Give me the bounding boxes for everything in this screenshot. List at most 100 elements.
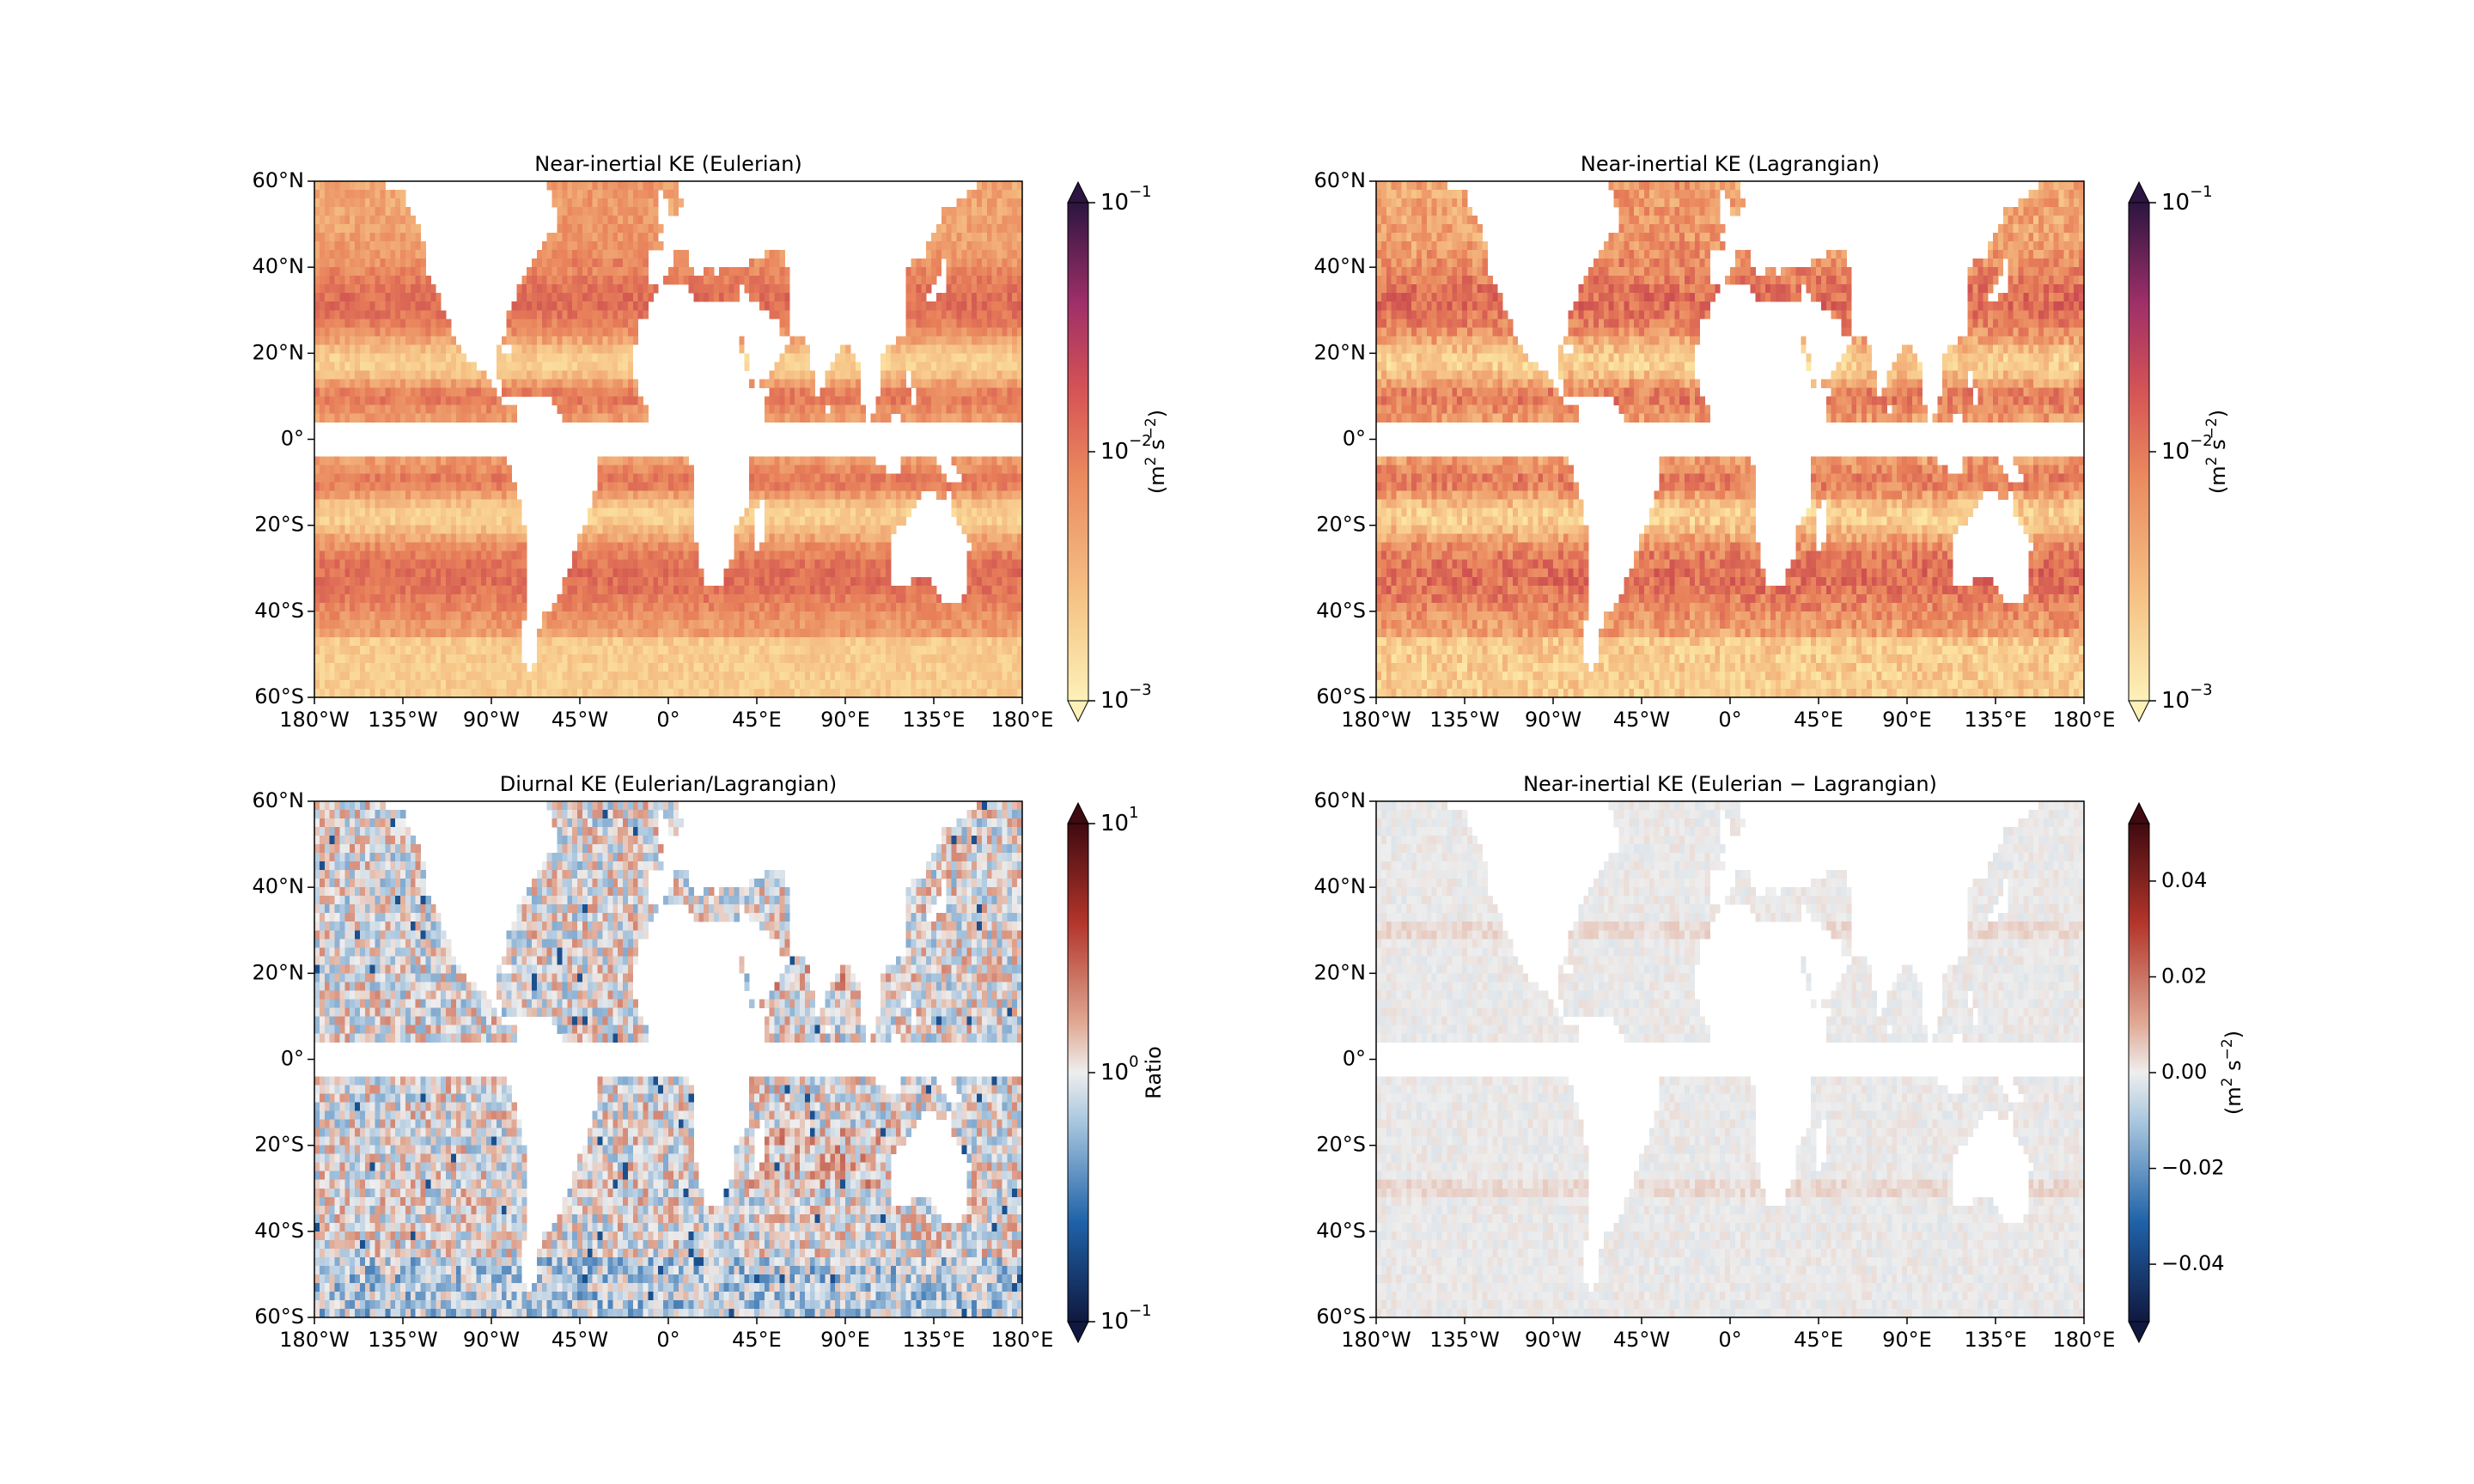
- colorbar-extend-min: [2128, 1321, 2150, 1344]
- x-tick-label: 180°W: [1341, 1328, 1411, 1352]
- x-tick-label: 135°E: [1965, 708, 2027, 732]
- y-tick-label: 20°N: [253, 340, 305, 364]
- y-tick-label: 40°N: [253, 254, 305, 278]
- colorbar-label: (m2 s−2): [1143, 410, 1169, 494]
- x-tick-label: 180°W: [279, 1328, 350, 1352]
- y-tick-label: 40°S: [254, 599, 304, 623]
- y-tick-label: 40°S: [254, 1219, 304, 1243]
- colorbar-gradient: [1068, 203, 1088, 701]
- y-tick-label: 60°N: [253, 168, 305, 192]
- x-tick-label: 180°E: [991, 1328, 1054, 1352]
- x-tick-label: 0°: [656, 708, 679, 732]
- colorbar-extend-max: [2128, 180, 2150, 204]
- colorbar-extend-min: [1067, 1321, 1089, 1344]
- colorbar: 10−1 10−2 10−3 (m2 s−2): [1067, 180, 1169, 723]
- y-tick-label: 60°N: [253, 788, 305, 812]
- x-tick-label: 0°: [1718, 1328, 1741, 1352]
- colorbar-tick-label: 10−1: [1100, 183, 1152, 216]
- x-tick-label: 135°W: [368, 1328, 438, 1352]
- panel-title: Near-inertial KE (Eulerian − Lagrangian): [1523, 772, 1937, 796]
- y-tick-label: 0°: [1343, 427, 1366, 451]
- x-tick-label: 45°E: [732, 708, 782, 732]
- colorbar-label: (m2 s−2): [2219, 1031, 2245, 1115]
- y-tick-label: 20°N: [1314, 340, 1367, 364]
- x-tick-label: 45°E: [1794, 1328, 1843, 1352]
- colorbar-gradient: [2129, 824, 2149, 1322]
- x-tick-label: 135°E: [903, 708, 966, 732]
- x-tick-label: 0°: [1718, 708, 1741, 732]
- map-field: [1376, 181, 2085, 698]
- y-tick-label: 0°: [1343, 1047, 1366, 1071]
- x-tick-label: 45°E: [732, 1328, 782, 1352]
- x-tick-label: 0°: [656, 1328, 679, 1352]
- colorbar-tick-label: 0.02: [2161, 964, 2207, 988]
- map-field: [314, 801, 1023, 1318]
- colorbar-extend-min: [1067, 700, 1089, 723]
- colorbar-tick-label: 10−1: [1100, 1302, 1152, 1335]
- x-tick-label: 45°W: [551, 1328, 608, 1352]
- x-tick-label: 135°E: [903, 1328, 966, 1352]
- y-tick-label: 0°: [281, 427, 304, 451]
- colorbar-tick-label: 10−3: [1100, 681, 1152, 714]
- y-tick-label: 40°S: [1316, 1219, 1366, 1243]
- colorbar: 0.04 0.02 0.00 −0.02 −0.04 (m2 s−2): [2128, 801, 2245, 1344]
- x-tick-label: 45°E: [1794, 708, 1843, 732]
- x-tick-label: 90°E: [1882, 708, 1932, 732]
- x-tick-label: 90°E: [820, 708, 870, 732]
- x-tick-label: 180°E: [2053, 708, 2116, 732]
- x-tick-label: 135°W: [1429, 708, 1500, 732]
- colorbar-tick-label: 10−2: [1100, 432, 1152, 465]
- colorbar: 10−1 10−2 10−3 (m2 s−2): [2128, 180, 2230, 723]
- colorbar-tick-label: 101: [1100, 804, 1139, 836]
- colorbar-tick-label: 10−2: [2161, 432, 2213, 465]
- x-tick-label: 45°W: [1613, 1328, 1670, 1352]
- map-field: [1376, 801, 2085, 1318]
- x-tick-label: 180°E: [2053, 1328, 2116, 1352]
- panel-title: Diurnal KE (Eulerian/Lagrangian): [500, 772, 838, 796]
- x-tick-label: 45°W: [1613, 708, 1670, 732]
- colorbar-gradient: [1068, 824, 1088, 1322]
- x-tick-label: 135°E: [1965, 1328, 2027, 1352]
- colorbar-tick-label: 10−3: [2161, 681, 2213, 714]
- colorbar-extend-max: [1067, 180, 1089, 204]
- y-tick-label: 20°N: [253, 960, 305, 984]
- y-tick-label: 60°S: [254, 684, 304, 709]
- x-tick-label: 90°W: [1525, 708, 1581, 732]
- colorbar-extend-max: [2128, 801, 2150, 824]
- colorbar-gradient: [2129, 203, 2149, 701]
- panel-title: Near-inertial KE (Eulerian): [534, 152, 802, 176]
- colorbar-tick-label: 10−1: [2161, 183, 2213, 216]
- colorbar-label: (m2 s−2): [2203, 410, 2230, 494]
- x-tick-label: 135°W: [368, 708, 438, 732]
- x-tick-label: 135°W: [1429, 1328, 1500, 1352]
- y-tick-label: 60°S: [254, 1305, 304, 1329]
- colorbar-extend-min: [2128, 700, 2150, 723]
- panel-ni-lagrangian: Near-inertial KE (Lagrangian) 180°W 135°W 9…: [1314, 152, 2231, 732]
- y-tick-label: 20°S: [1316, 513, 1366, 537]
- panel-diurnal-ratio: Diurnal KE (Eulerian/Lagrangian) 180°W 135…: [253, 772, 1167, 1352]
- y-tick-label: 60°S: [1316, 1305, 1366, 1329]
- x-tick-label: 90°W: [463, 1328, 520, 1352]
- y-tick-label: 0°: [281, 1047, 304, 1071]
- colorbar-tick-label: 100: [1100, 1053, 1139, 1086]
- y-tick-label: 40°N: [253, 874, 305, 898]
- y-tick-label: 40°N: [1314, 254, 1367, 278]
- y-tick-label: 40°N: [1314, 874, 1367, 898]
- panel-ni-difference: Near-inertial KE (Eulerian − Lagrangian)…: [1314, 772, 2246, 1352]
- colorbar-tick-label: −0.04: [2161, 1251, 2225, 1275]
- x-tick-label: 90°W: [1525, 1328, 1581, 1352]
- panel-title: Near-inertial KE (Lagrangian): [1581, 152, 1880, 176]
- y-tick-label: 40°S: [1316, 599, 1366, 623]
- y-tick-label: 60°N: [1314, 788, 1367, 812]
- colorbar-label: Ratio: [1142, 1046, 1166, 1099]
- x-tick-label: 180°W: [1341, 708, 1411, 732]
- x-tick-label: 180°W: [279, 708, 350, 732]
- y-tick-label: 60°S: [1316, 684, 1366, 709]
- colorbar-extend-max: [1067, 801, 1089, 824]
- x-tick-label: 90°E: [820, 1328, 870, 1352]
- y-tick-label: 20°S: [254, 1133, 304, 1157]
- x-tick-label: 90°W: [463, 708, 520, 732]
- colorbar: 101 100 10−1 Ratio: [1067, 801, 1166, 1344]
- x-tick-label: 45°W: [551, 708, 608, 732]
